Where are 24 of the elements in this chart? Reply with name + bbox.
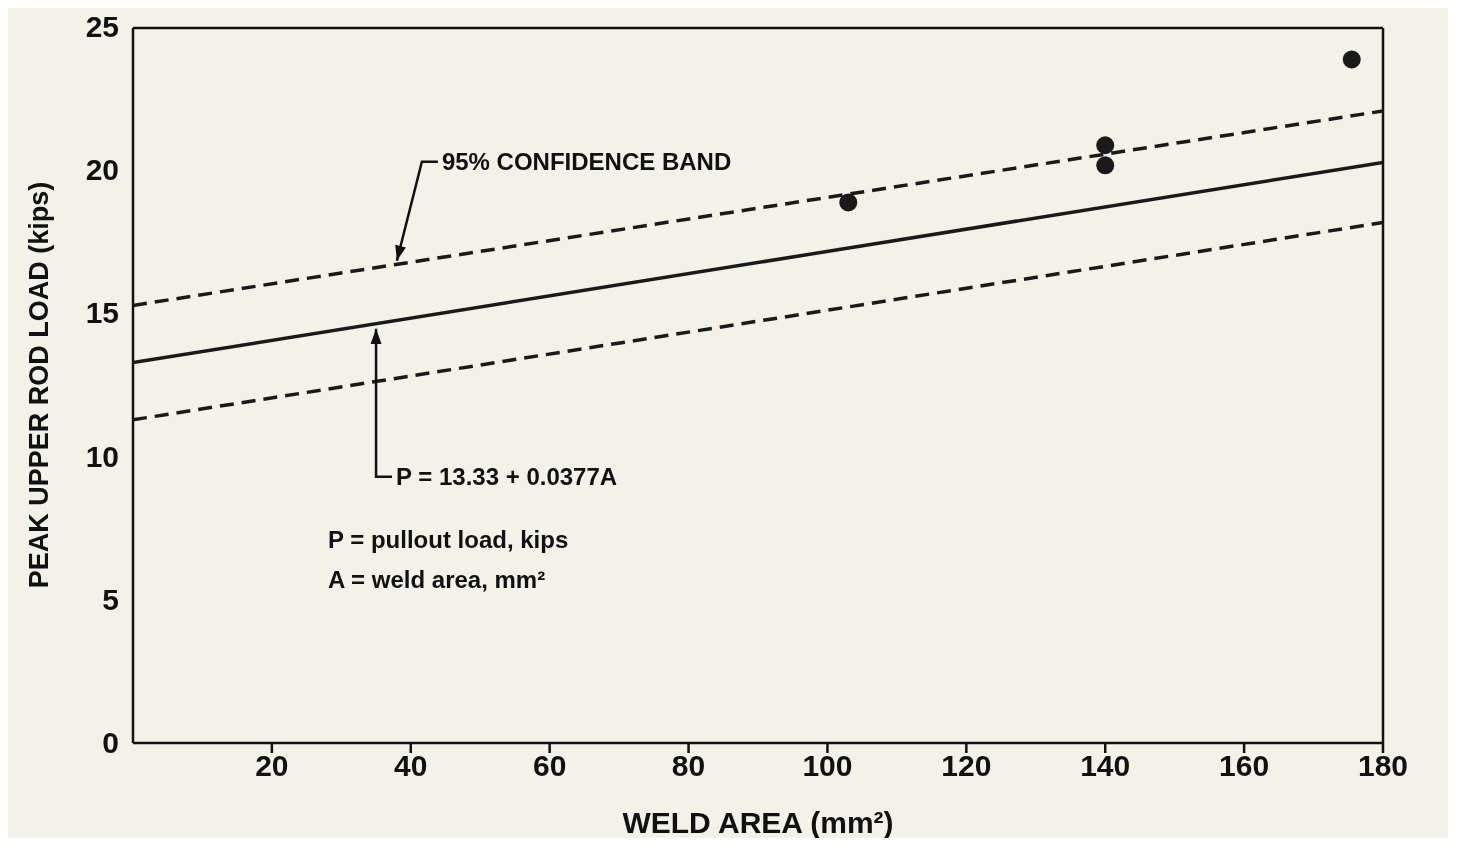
y-tick-label: 5	[102, 582, 119, 616]
x-tick-label: 40	[394, 749, 428, 783]
x-tick-label: 160	[1219, 749, 1270, 783]
point	[1096, 156, 1115, 175]
annotation: P = pullout load, kips	[328, 526, 569, 553]
y-tick-label: 20	[85, 153, 119, 187]
annotation: A = weld area, mm²	[328, 566, 546, 593]
y-tick-label: 25	[85, 10, 119, 43]
y-tick-label: 15	[85, 296, 119, 330]
x-tick-label: 80	[671, 749, 706, 783]
y-tick-label: 0	[102, 726, 119, 759]
point	[1096, 136, 1115, 155]
x-tick-label: 180	[1357, 749, 1409, 783]
y-tick-label: 10	[85, 439, 119, 473]
x-tick-label: 100	[802, 749, 853, 783]
annotation: P = 13.33 + 0.0377A	[396, 462, 618, 490]
point	[1342, 50, 1361, 69]
y-axis-title: PEAK UPPER ROD LOAD (kips)	[24, 181, 54, 589]
annotation: 95% CONFIDENCE BAND	[441, 147, 732, 175]
point	[839, 193, 858, 212]
x-tick-label: 20	[255, 749, 289, 783]
x-tick-label: 120	[941, 749, 992, 783]
x-tick-label: 140	[1080, 749, 1131, 783]
x-tick-label: 60	[532, 749, 567, 783]
